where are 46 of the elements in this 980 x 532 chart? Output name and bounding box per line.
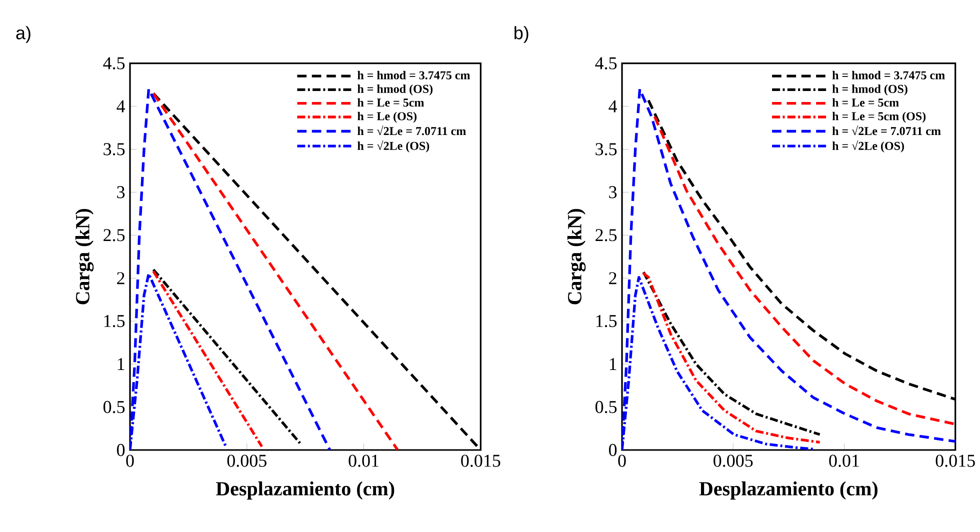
y-tick-label: 1 xyxy=(118,358,124,370)
x-tick-label: 0.01 xyxy=(829,454,859,467)
y-tick-label: 2.5 xyxy=(104,229,125,242)
x-tick-label: 0.01 xyxy=(348,454,378,467)
legend-label: h = hmod = 3.7475 cm xyxy=(832,70,945,80)
x-tick-label: 0.015 xyxy=(461,454,500,467)
legend-label: h = hmod (OS) xyxy=(358,84,433,96)
x-tick-label: 0.015 xyxy=(936,454,975,467)
y-tick-label: 3.5 xyxy=(596,143,617,156)
y-tick-label: 1.5 xyxy=(596,315,617,328)
x-tick-label: 0 xyxy=(618,454,626,467)
y-tick-label: 4 xyxy=(608,100,618,112)
legend-label: h = √2Le (OS) xyxy=(358,140,430,152)
x-tick-label: 0 xyxy=(126,454,134,467)
y-tick-label: 0.5 xyxy=(595,400,617,414)
legend-label: h = Le = 5cm xyxy=(832,98,899,107)
x-axis-title: Desplazamiento (cm) xyxy=(216,481,394,500)
y-tick-label: 4.5 xyxy=(103,57,125,70)
legend-label: h = Le = 5cm (OS) xyxy=(832,112,926,123)
y-tick-label: 1.5 xyxy=(104,315,125,328)
y-tick-label: 4.5 xyxy=(595,57,617,70)
y-axis-title: Carga (kN) xyxy=(75,208,94,304)
y-tick-label: 4 xyxy=(116,100,126,112)
chart-title: b) xyxy=(514,26,528,43)
y-tick-label: 0.5 xyxy=(103,400,125,414)
x-tick-label: 0.005 xyxy=(714,454,753,467)
legend-label: h = hmod (OS) xyxy=(832,84,908,96)
x-tick-label: 0.005 xyxy=(227,454,266,467)
legend-label: h = √2Le (OS) xyxy=(832,140,904,152)
chart-title: a) xyxy=(16,26,30,43)
y-tick-label: 0 xyxy=(608,444,617,456)
y-tick-label: 3 xyxy=(117,186,125,198)
x-axis-title: Desplazamiento (cm) xyxy=(699,481,878,500)
y-tick-label: 0 xyxy=(116,444,125,456)
y-tick-label: 2 xyxy=(117,272,124,284)
legend-label: h = √2Le = 7.0711 cm xyxy=(358,126,466,136)
y-tick-label: 3.5 xyxy=(104,143,125,156)
legend-label: h = √2Le = 7.0711 cm xyxy=(832,126,941,136)
y-tick-label: 3 xyxy=(609,186,617,198)
y-tick-label: 1 xyxy=(610,358,616,370)
legend-label: h = hmod = 3.7475 cm xyxy=(358,70,470,80)
y-axis-title: Carga (kN) xyxy=(567,208,586,304)
legend-label: h = Le (OS) xyxy=(358,112,417,123)
legend-label: h = Le = 5cm xyxy=(358,98,424,107)
y-tick-label: 2.5 xyxy=(596,229,617,242)
y-tick-label: 2 xyxy=(609,272,616,284)
